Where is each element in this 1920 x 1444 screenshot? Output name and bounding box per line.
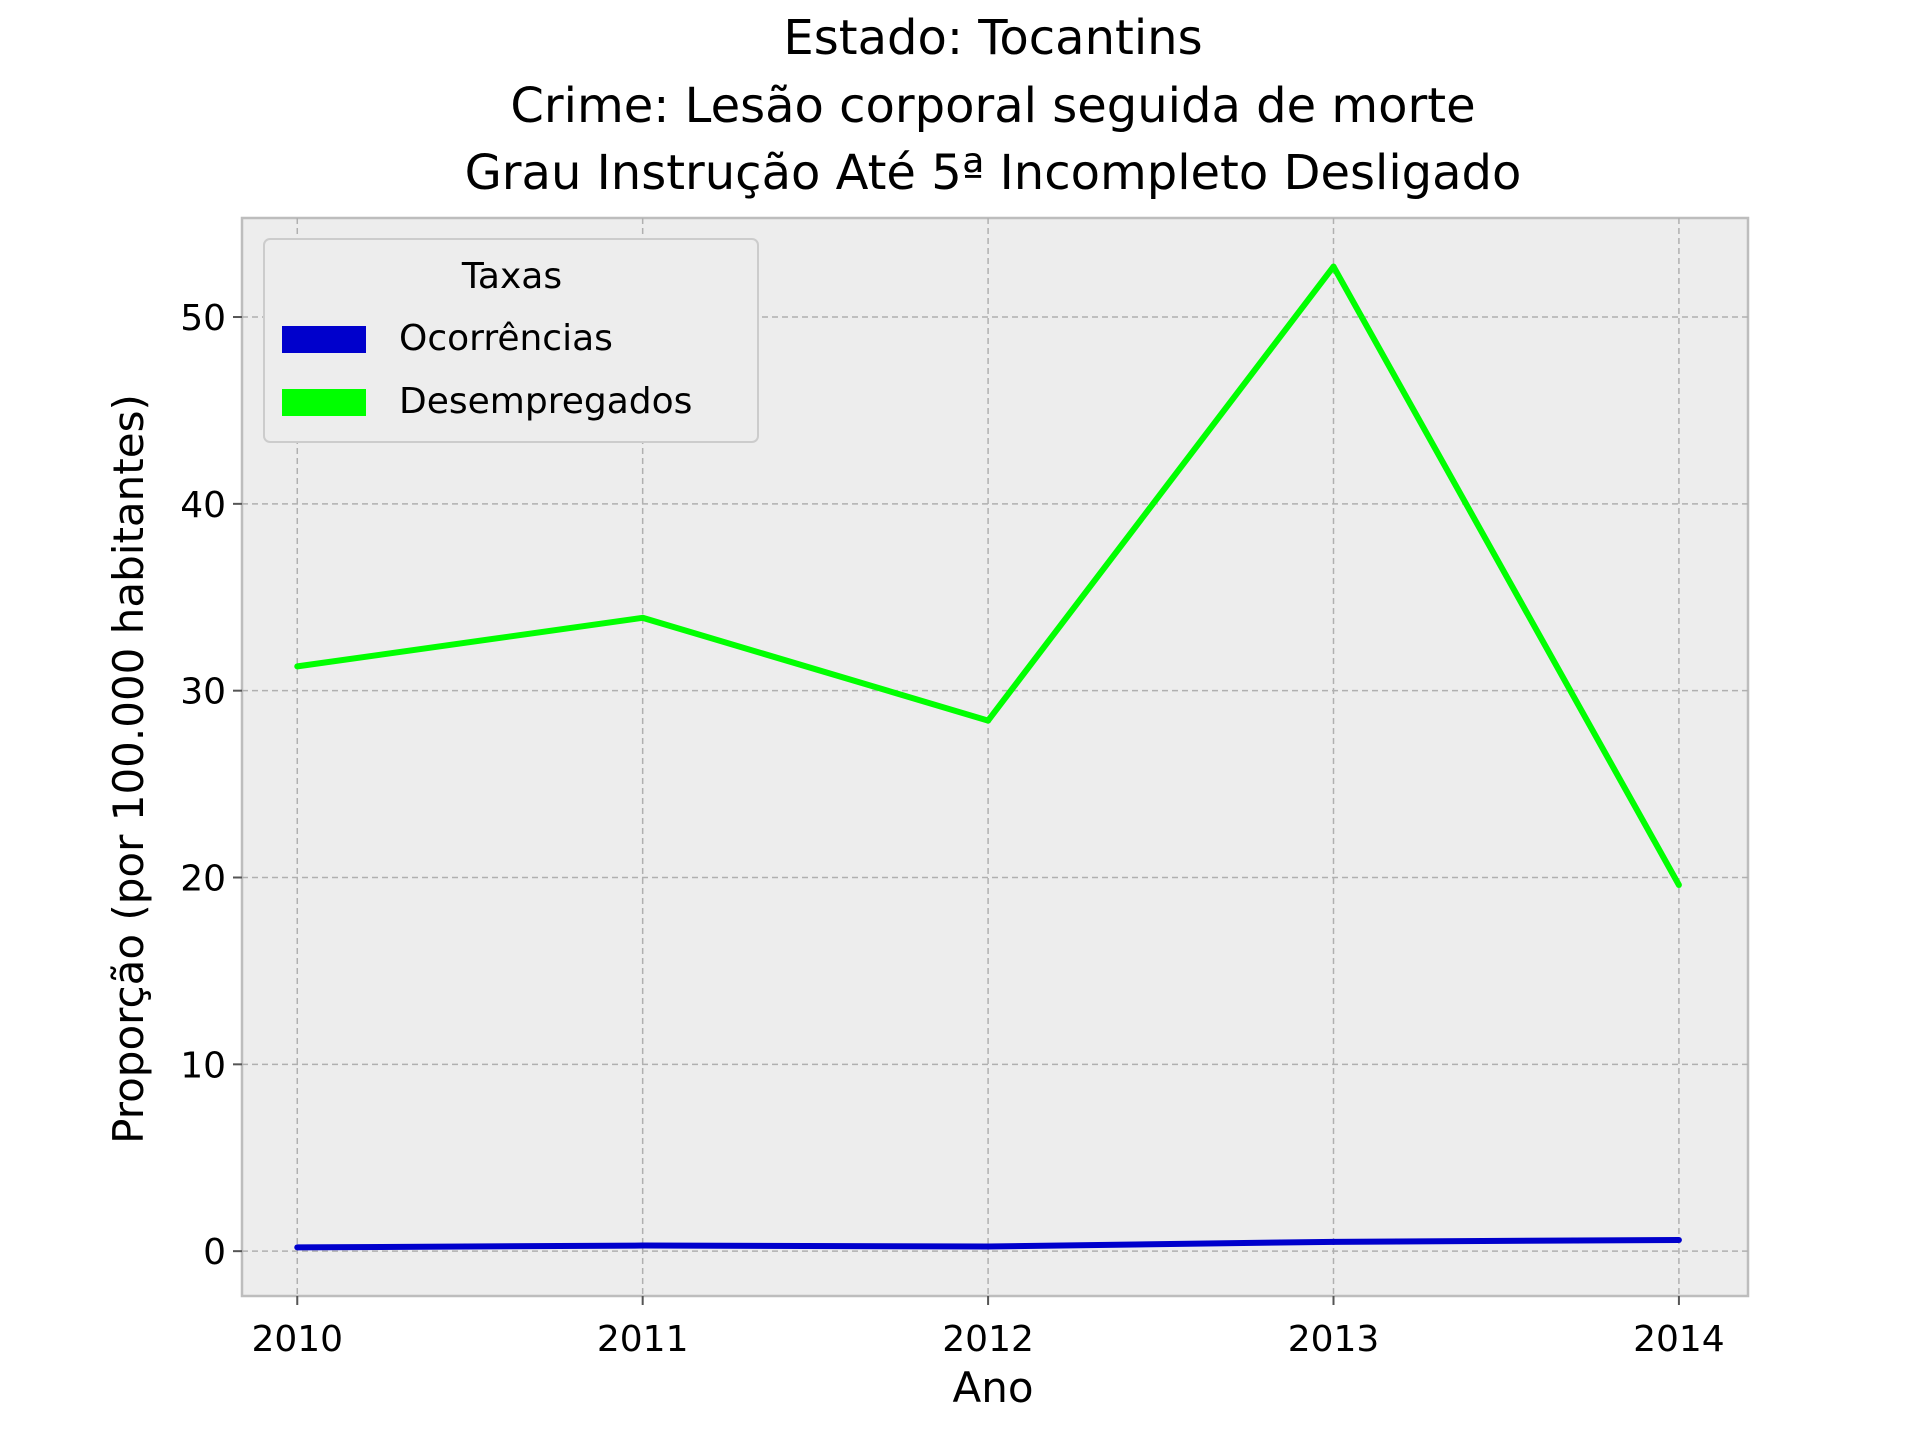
x-tick-label: 2014 bbox=[1633, 1319, 1725, 1360]
data-point-ocorrencias bbox=[294, 1244, 301, 1251]
data-point-ocorrencias bbox=[985, 1243, 992, 1250]
x-tick-label: 2011 bbox=[597, 1319, 689, 1360]
y-tick-label: 20 bbox=[180, 859, 226, 900]
legend-box bbox=[263, 238, 759, 443]
data-point-desempregados bbox=[1675, 881, 1682, 888]
data-point-desempregados bbox=[1330, 263, 1337, 270]
legend-title: Taxas bbox=[461, 256, 562, 297]
x-tick-label: 2012 bbox=[942, 1319, 1034, 1360]
legend-label-desempregados: Desempregados bbox=[399, 381, 692, 422]
legend: Taxas Ocorrências Desempregados bbox=[263, 238, 759, 443]
data-point-desempregados bbox=[639, 614, 646, 621]
chart-title-line-3: Grau Instrução Até 5ª Incompleto Desliga… bbox=[465, 145, 1522, 201]
legend-swatch-desempregados bbox=[282, 389, 366, 416]
data-point-ocorrencias bbox=[1330, 1238, 1337, 1245]
series-layer bbox=[294, 263, 1682, 1251]
data-point-ocorrencias bbox=[639, 1242, 646, 1249]
legend-label-ocorrencias: Ocorrências bbox=[399, 318, 613, 359]
legend-swatch-ocorrencias bbox=[282, 326, 366, 353]
y-axis-label: Proporção (por 100.000 habitantes) bbox=[104, 394, 153, 1144]
data-point-desempregados bbox=[294, 663, 301, 670]
y-tick-label: 30 bbox=[180, 672, 226, 713]
data-point-desempregados bbox=[985, 717, 992, 724]
chart-title-line-2: Crime: Lesão corporal seguida de morte bbox=[510, 78, 1475, 134]
y-tick-label: 40 bbox=[180, 485, 226, 526]
y-axis-ticks: 0 10 20 30 40 50 bbox=[180, 298, 242, 1273]
grid-lines bbox=[242, 218, 1748, 1296]
data-point-ocorrencias bbox=[1675, 1236, 1682, 1243]
y-tick-label: 0 bbox=[203, 1232, 226, 1273]
x-axis-ticks: 2010 2011 2012 2013 2014 bbox=[251, 1296, 1725, 1360]
y-tick-label: 10 bbox=[180, 1045, 226, 1086]
y-tick-label: 50 bbox=[180, 298, 226, 339]
x-tick-label: 2013 bbox=[1288, 1319, 1380, 1360]
chart-title-line-1: Estado: Tocantins bbox=[783, 10, 1202, 66]
x-axis-label: Ano bbox=[952, 1363, 1033, 1412]
x-tick-label: 2010 bbox=[251, 1319, 343, 1360]
